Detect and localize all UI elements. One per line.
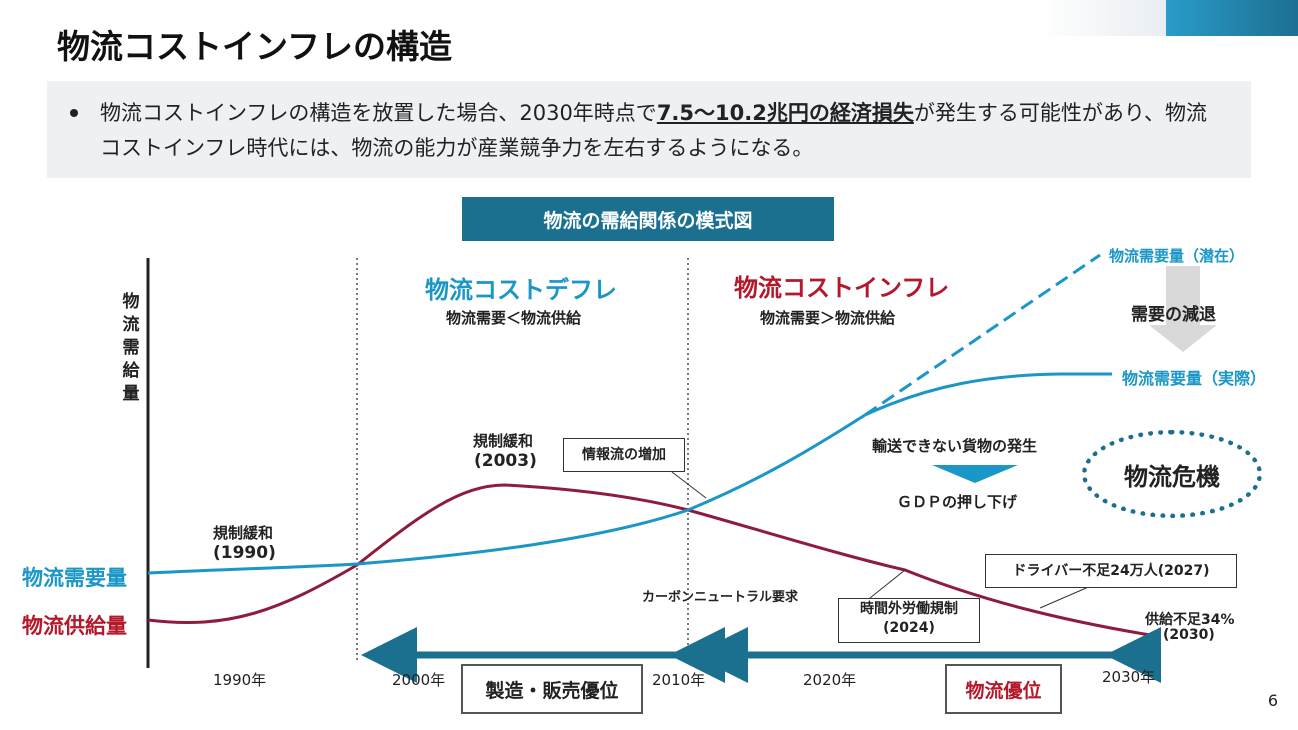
slide-title: 物流コストインフレの構造 (57, 27, 453, 66)
bullet-dot (70, 109, 78, 117)
overtime-line1: 時間外労働規制 (860, 601, 958, 617)
x-tick-2030: 2030年 (1102, 668, 1156, 686)
logistics-crisis-ellipse: 物流危機 (1082, 430, 1262, 518)
gdp-triangle (932, 465, 1018, 483)
header-decoration-blue (1166, 0, 1298, 36)
driver-shortage-callout: ドライバー不足24万人(2027) (985, 554, 1237, 588)
overtime-line2: (2024) (883, 620, 935, 636)
y-axis-label: 物流需給量 (122, 292, 140, 404)
supply-shortage-line2: (2030) (1163, 627, 1215, 643)
header-decoration-light (1036, 0, 1166, 36)
era-manufacturing-box: 製造・販売優位 (461, 664, 643, 714)
diagram-title: 物流の需給関係の模式図 (462, 197, 834, 241)
x-tick-1990: 1990年 (213, 671, 267, 689)
label-gdp: ＧＤＰの押し下げ (897, 493, 1018, 511)
summary-pre: 物流コストインフレの構造を放置した場合、2030年時点で (100, 101, 657, 125)
demand-actual-curve (864, 372, 1112, 417)
x-tick-2000: 2000年 (392, 671, 446, 689)
info-flow-leader (671, 471, 707, 499)
summary-post: が発生する可能性があり、物流コストインフレ時代には、物流の能力が産業競争力を左右… (100, 101, 1207, 160)
series-label-demand: 物流需要量 (22, 566, 127, 590)
label-demand-actual: 物流需要量（実際） (1122, 369, 1267, 388)
supply-curve (147, 483, 1151, 637)
label-demand-potential: 物流需要量（潜在） (1109, 247, 1245, 265)
label-carbon-neutral: カーボンニュートラル要求 (642, 590, 799, 605)
overtime-callout: 時間外労働規制 (2024) (838, 598, 980, 643)
phase-inflation-title: 物流コストインフレ (734, 274, 950, 302)
label-undeliverable: 輸送できない貨物の発生 (872, 437, 1038, 455)
page-number: 6 (1267, 691, 1278, 710)
summary-text: 物流コストインフレの構造を放置した場合、2030年時点で7.5〜10.2兆円の経… (100, 96, 1220, 166)
label-demand-decline: 需要の減退 (1131, 305, 1216, 325)
supply-shortage-line1: 供給不足34% (1145, 612, 1235, 628)
phase-deflation-subtitle: 物流需要＜物流供給 (446, 309, 582, 327)
info-flow-callout: 情報流の増加 (563, 438, 685, 472)
phase-deflation-title: 物流コストデフレ (425, 276, 617, 304)
dereg-1990-line1: 規制緩和 (213, 524, 274, 542)
demand-decline-arrow (1149, 266, 1217, 352)
phase-inflation-subtitle: 物流需要＞物流供給 (760, 309, 896, 327)
series-label-supply: 物流供給量 (22, 614, 127, 638)
summary-emphasis: 7.5〜10.2兆円の経済損失 (656, 101, 914, 125)
summary-panel (47, 81, 1251, 178)
dereg-1990-line2: (1990) (213, 543, 276, 563)
demand-potential-line (864, 253, 1101, 417)
era-logistics-box: 物流優位 (945, 664, 1062, 714)
demand-curve (147, 413, 866, 575)
dereg-2003-line1: 規制緩和 (473, 432, 534, 450)
x-tick-2020: 2020年 (803, 671, 857, 689)
dereg-2003-line2: (2003) (474, 451, 537, 471)
x-tick-2010: 2010年 (652, 671, 706, 689)
overtime-leader (869, 569, 906, 599)
